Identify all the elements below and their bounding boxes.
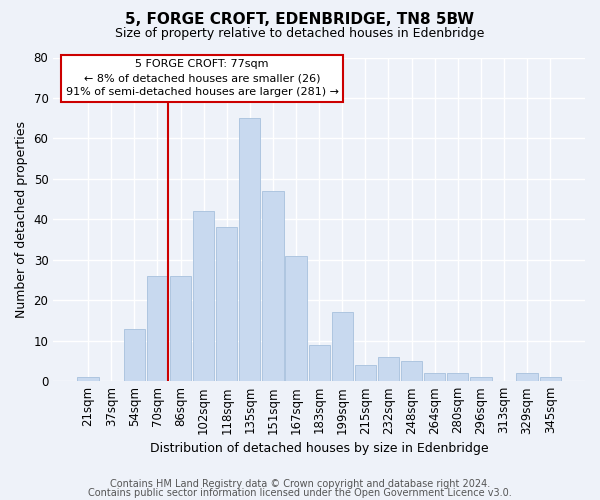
- Text: Contains public sector information licensed under the Open Government Licence v3: Contains public sector information licen…: [88, 488, 512, 498]
- Bar: [170, 276, 191, 381]
- X-axis label: Distribution of detached houses by size in Edenbridge: Distribution of detached houses by size …: [150, 442, 488, 455]
- Bar: [470, 377, 491, 381]
- Bar: [378, 357, 399, 381]
- Bar: [147, 276, 168, 381]
- Bar: [447, 373, 469, 381]
- Bar: [286, 256, 307, 381]
- Bar: [517, 373, 538, 381]
- Bar: [332, 312, 353, 381]
- Bar: [193, 211, 214, 381]
- Bar: [539, 377, 561, 381]
- Text: 5, FORGE CROFT, EDENBRIDGE, TN8 5BW: 5, FORGE CROFT, EDENBRIDGE, TN8 5BW: [125, 12, 475, 28]
- Bar: [424, 373, 445, 381]
- Text: Size of property relative to detached houses in Edenbridge: Size of property relative to detached ho…: [115, 28, 485, 40]
- Bar: [308, 345, 330, 381]
- Bar: [355, 365, 376, 381]
- Bar: [124, 328, 145, 381]
- Y-axis label: Number of detached properties: Number of detached properties: [15, 121, 28, 318]
- Bar: [401, 361, 422, 381]
- Bar: [77, 377, 99, 381]
- Text: 5 FORGE CROFT: 77sqm
← 8% of detached houses are smaller (26)
91% of semi-detach: 5 FORGE CROFT: 77sqm ← 8% of detached ho…: [65, 59, 338, 97]
- Bar: [216, 228, 238, 381]
- Bar: [262, 191, 284, 381]
- Bar: [239, 118, 260, 381]
- Text: Contains HM Land Registry data © Crown copyright and database right 2024.: Contains HM Land Registry data © Crown c…: [110, 479, 490, 489]
